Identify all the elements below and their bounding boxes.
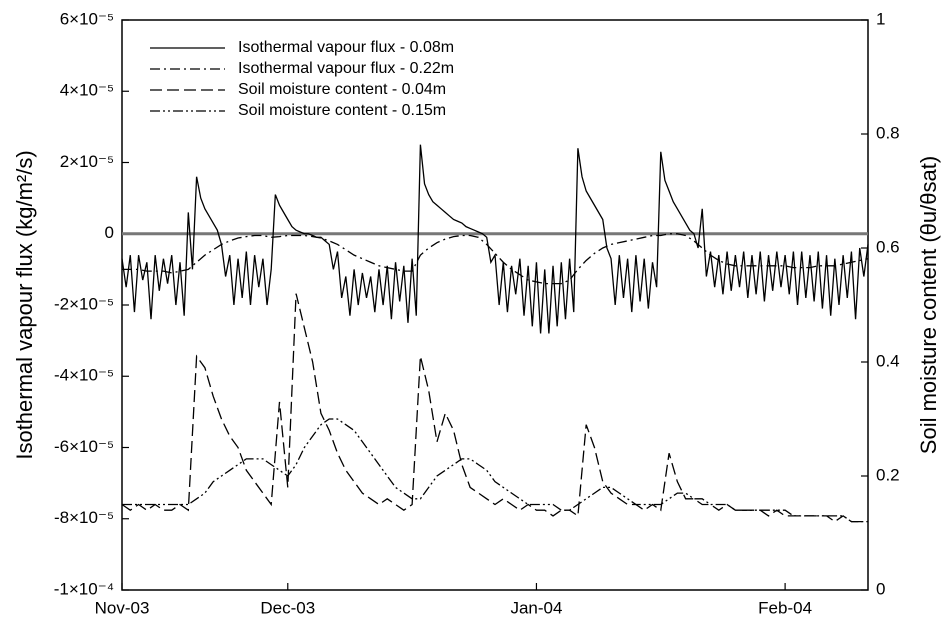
y2-tick-label: 0.4 [876,351,900,370]
y2-tick-label: 0.6 [876,237,900,256]
y-tick-label: 2×10⁻⁵ [60,152,114,171]
legend-text: Soil moisture content - 0.15m [238,102,446,119]
y-tick-label: 6×10⁻⁵ [60,9,114,28]
series-line [122,233,869,285]
y2-tick-label: 0 [876,579,885,598]
legend-text: Soil moisture content - 0.04m [238,81,446,98]
legend-text: Isothermal vapour flux - 0.08m [238,39,454,56]
x-tick-label: Feb-04 [758,598,812,617]
legend-text: Isothermal vapour flux - 0.22m [238,60,454,77]
x-tick-label: Nov-03 [95,598,150,617]
series-line [122,418,868,523]
y-axis-label: Isothermal vapour flux (kg/m²/s) [12,150,37,459]
y2-tick-label: 1 [876,9,885,28]
y-tick-label: 4×10⁻⁵ [60,81,114,100]
x-tick-label: Jan-04 [510,598,562,617]
y2-tick-label: 0.2 [876,465,900,484]
series-line [121,144,869,334]
y2-axis-label: Soil moisture content (θu/θsat) [916,156,941,454]
y-tick-label: 0 [105,223,114,242]
x-tick-label: Dec-03 [260,598,315,617]
y-tick-label: -8×10⁻⁵ [54,508,114,527]
y-tick-label: -4×10⁻⁵ [54,366,114,385]
y-tick-label: -1×10⁻⁴ [54,579,114,598]
y-tick-label: -2×10⁻⁵ [54,294,114,313]
y-tick-label: -6×10⁻⁵ [54,437,114,456]
series-line [121,293,868,523]
y2-tick-label: 0.8 [876,123,900,142]
